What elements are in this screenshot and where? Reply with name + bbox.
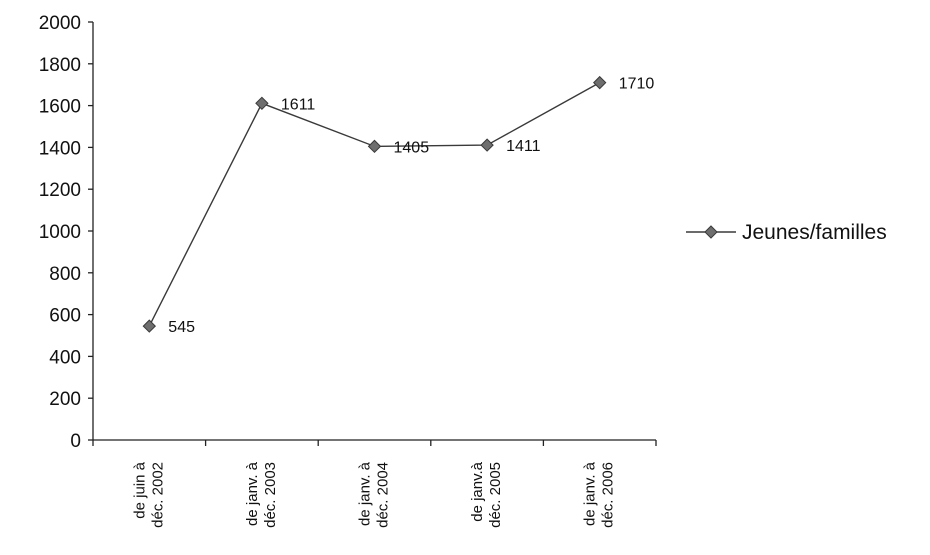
data-point-marker: [142, 319, 157, 333]
x-tick-label-line: de janv.à: [469, 461, 486, 521]
y-tick-label: 1800: [39, 55, 81, 76]
x-tick-label-line: de juin à: [131, 461, 148, 518]
x-tick-label-line: déc. 2004: [375, 462, 392, 528]
y-tick-label: 400: [49, 347, 81, 368]
x-tick-label: de juin à déc. 2002: [131, 461, 166, 528]
data-point-marker: [592, 75, 607, 90]
legend: Jeunes/familles: [686, 221, 887, 244]
data-labels: 545 1611 1405 1411 1710: [168, 76, 654, 336]
y-tick-label: 2000: [39, 13, 81, 34]
data-point-marker: [367, 139, 382, 154]
series-line: [148, 81, 601, 327]
x-tick-label: de janv. à déc. 2003: [244, 461, 279, 528]
x-tick-label-line: de janv. à: [582, 461, 599, 526]
data-label: 545: [168, 319, 195, 336]
x-tick-label-line: déc. 2005: [487, 462, 504, 528]
data-point-marker: [480, 138, 494, 152]
data-label: 1405: [394, 139, 430, 156]
y-axis: 0 200 400 600 800 1000 1200 1400 1600 1800 2000: [39, 13, 94, 452]
x-tick-label-line: déc. 2002: [149, 462, 166, 528]
data-label: 1411: [506, 138, 541, 155]
y-tick-label: 200: [49, 389, 81, 410]
y-tick-label: 1000: [39, 222, 81, 243]
x-tick-label: de janv. à déc. 2004: [357, 461, 392, 528]
legend-label: Jeunes/familles: [742, 221, 887, 244]
x-tick-label-line: déc. 2006: [600, 462, 617, 528]
y-tick-label: 1200: [39, 180, 81, 201]
x-tick-label-line: de janv. à: [244, 461, 261, 526]
x-tick-label-line: de janv. à: [357, 461, 374, 526]
y-tick-label: 0: [70, 431, 81, 452]
x-tick-label-line: déc. 2003: [262, 462, 279, 528]
data-label: 1611: [281, 96, 316, 113]
x-tick-label: de janv.à déc. 2005: [469, 461, 504, 528]
x-tick-label: de janv. à déc. 2006: [582, 461, 617, 528]
data-label: 1710: [619, 76, 655, 93]
y-tick-label: 800: [49, 264, 81, 285]
y-tick-label: 1400: [39, 138, 81, 159]
data-point-marker: [255, 96, 269, 111]
x-axis: de juin à déc. 2002 de janv. à déc. 2003 de …: [92, 439, 657, 528]
y-tick-label: 600: [49, 306, 81, 327]
legend-marker: [704, 225, 718, 239]
series-jeunes-familles: [142, 75, 607, 333]
y-tick-label: 1600: [39, 97, 81, 118]
